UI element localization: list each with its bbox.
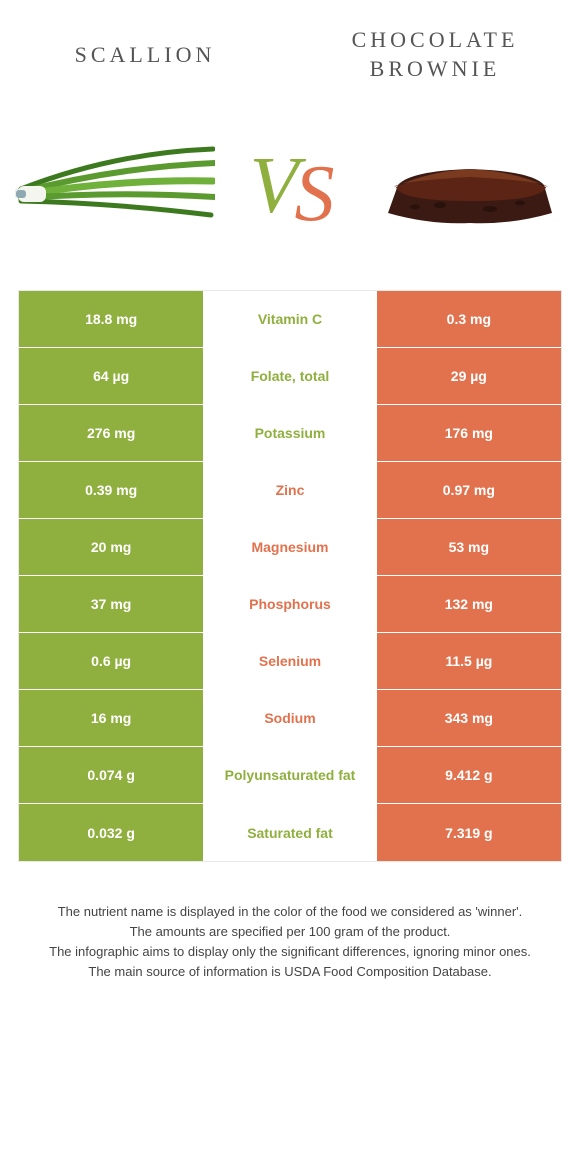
right-value: 9.412 g xyxy=(377,747,561,803)
footnote-line: The infographic aims to display only the… xyxy=(28,942,552,962)
nutrient-name: Magnesium xyxy=(203,519,376,575)
table-row: 0.074 gPolyunsaturated fat9.412 g xyxy=(19,747,561,804)
nutrient-name: Folate, total xyxy=(203,348,376,404)
nutrient-table: 18.8 mgVitamin C0.3 mg64 µgFolate, total… xyxy=(18,290,562,862)
nutrient-name: Saturated fat xyxy=(203,804,376,861)
right-value: 53 mg xyxy=(377,519,561,575)
header-right-title: CHOCOLATE BROWNIE xyxy=(290,26,580,83)
left-value: 276 mg xyxy=(19,405,203,461)
vs-label: VS xyxy=(250,150,331,230)
left-value: 64 µg xyxy=(19,348,203,404)
table-row: 0.032 gSaturated fat7.319 g xyxy=(19,804,561,861)
left-value: 18.8 mg xyxy=(19,291,203,347)
nutrient-name: Zinc xyxy=(203,462,376,518)
right-value: 11.5 µg xyxy=(377,633,561,689)
right-value: 132 mg xyxy=(377,576,561,632)
brownie-image xyxy=(375,145,565,235)
header: SCALLION CHOCOLATE BROWNIE xyxy=(0,0,580,110)
table-row: 64 µgFolate, total29 µg xyxy=(19,348,561,405)
left-value: 20 mg xyxy=(19,519,203,575)
nutrient-name: Potassium xyxy=(203,405,376,461)
left-value: 0.6 µg xyxy=(19,633,203,689)
nutrient-name: Phosphorus xyxy=(203,576,376,632)
table-row: 276 mgPotassium176 mg xyxy=(19,405,561,462)
table-row: 0.39 mgZinc0.97 mg xyxy=(19,462,561,519)
header-left-title: SCALLION xyxy=(0,41,290,70)
left-value: 0.39 mg xyxy=(19,462,203,518)
nutrient-name: Polyunsaturated fat xyxy=(203,747,376,803)
right-value: 29 µg xyxy=(377,348,561,404)
right-value: 7.319 g xyxy=(377,804,561,861)
right-value: 176 mg xyxy=(377,405,561,461)
vs-s: S xyxy=(294,154,330,234)
table-row: 20 mgMagnesium53 mg xyxy=(19,519,561,576)
vs-v: V xyxy=(250,146,295,226)
left-value: 16 mg xyxy=(19,690,203,746)
nutrient-name: Selenium xyxy=(203,633,376,689)
footnote-line: The main source of information is USDA F… xyxy=(28,962,552,982)
footnotes: The nutrient name is displayed in the co… xyxy=(28,902,552,983)
nutrient-name: Sodium xyxy=(203,690,376,746)
footnote-line: The nutrient name is displayed in the co… xyxy=(28,902,552,922)
table-row: 18.8 mgVitamin C0.3 mg xyxy=(19,291,561,348)
hero: VS xyxy=(0,120,580,260)
table-row: 16 mgSodium343 mg xyxy=(19,690,561,747)
scallion-image xyxy=(15,145,215,235)
right-value: 343 mg xyxy=(377,690,561,746)
left-value: 37 mg xyxy=(19,576,203,632)
left-value: 0.074 g xyxy=(19,747,203,803)
table-row: 0.6 µgSelenium11.5 µg xyxy=(19,633,561,690)
right-value: 0.97 mg xyxy=(377,462,561,518)
right-value: 0.3 mg xyxy=(377,291,561,347)
table-row: 37 mgPhosphorus132 mg xyxy=(19,576,561,633)
nutrient-name: Vitamin C xyxy=(203,291,376,347)
footnote-line: The amounts are specified per 100 gram o… xyxy=(28,922,552,942)
left-value: 0.032 g xyxy=(19,804,203,861)
